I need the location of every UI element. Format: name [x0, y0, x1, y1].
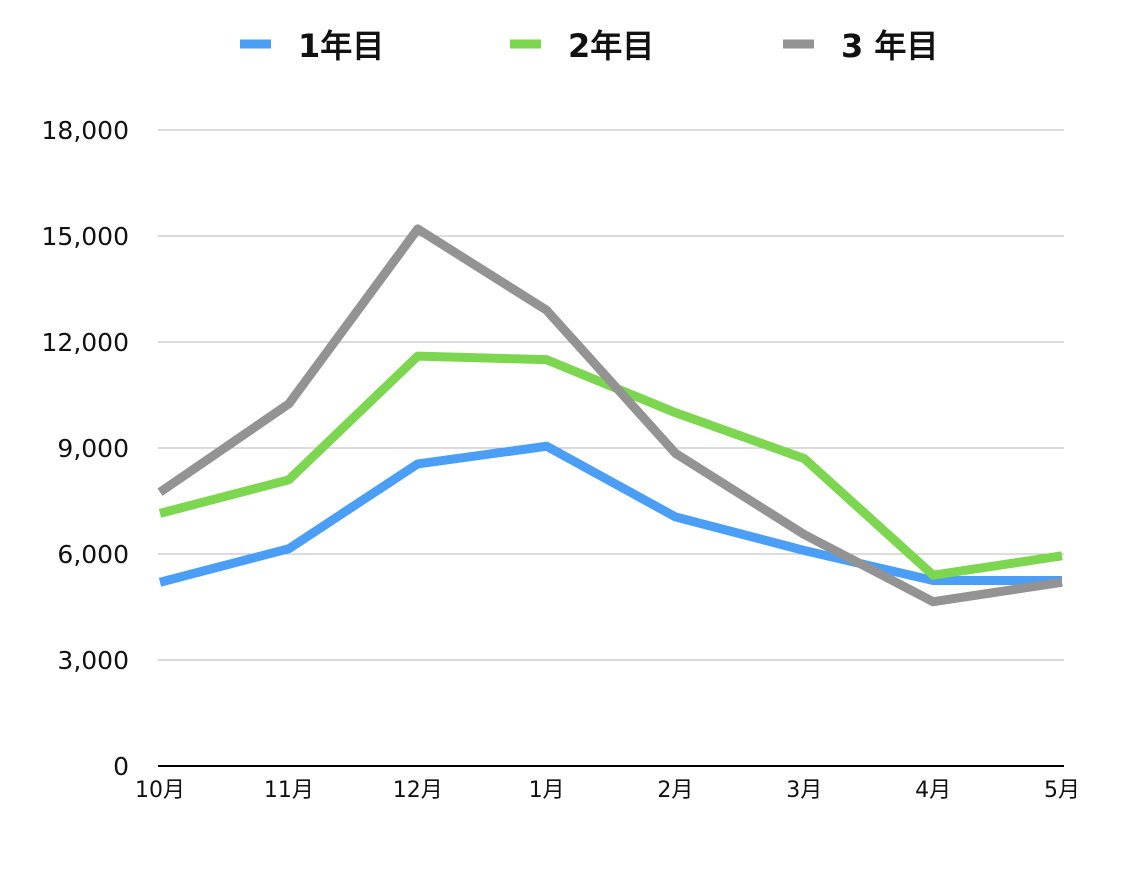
series-line-3	[157, 224, 1063, 607]
plot-area	[157, 224, 1063, 607]
gridlines	[158, 129, 1064, 661]
x-tick-label: 10月	[135, 778, 185, 803]
y-tick-label: 15,000	[42, 222, 129, 251]
y-tick-label: 12,000	[42, 328, 129, 357]
y-tick-label: 3,000	[57, 646, 129, 675]
y-tick-label: 18,000	[42, 116, 129, 145]
y-tick-label: 0	[113, 752, 129, 781]
x-tick-label: 2月	[657, 778, 693, 803]
legend-label: 1年目	[298, 27, 384, 65]
x-tick-label: 5月	[1044, 778, 1080, 803]
legend-label: 3 年目	[841, 27, 938, 65]
x-tick-label: 1月	[529, 778, 565, 803]
legend: 1年目 2年目 3 年目	[240, 27, 938, 65]
x-tick-label: 3月	[786, 778, 822, 803]
y-axis: 0 3,000 6,000 9,000 12,000 15,000 18,000	[42, 116, 129, 781]
legend-item-3: 3 年目	[783, 27, 938, 65]
x-tick-label: 4月	[915, 778, 951, 803]
y-tick-label: 9,000	[57, 434, 129, 463]
legend-item-2: 2年目	[510, 27, 654, 65]
x-tick-label: 11月	[264, 778, 314, 803]
x-tick-label: 12月	[393, 778, 443, 803]
series-line-1	[158, 441, 1062, 587]
y-tick-label: 6,000	[57, 540, 129, 569]
legend-label: 2年目	[568, 27, 654, 65]
x-axis: 10月 11月 12月 1月 2月 3月 4月 5月	[135, 765, 1080, 803]
legend-item-1: 1年目	[240, 27, 384, 65]
